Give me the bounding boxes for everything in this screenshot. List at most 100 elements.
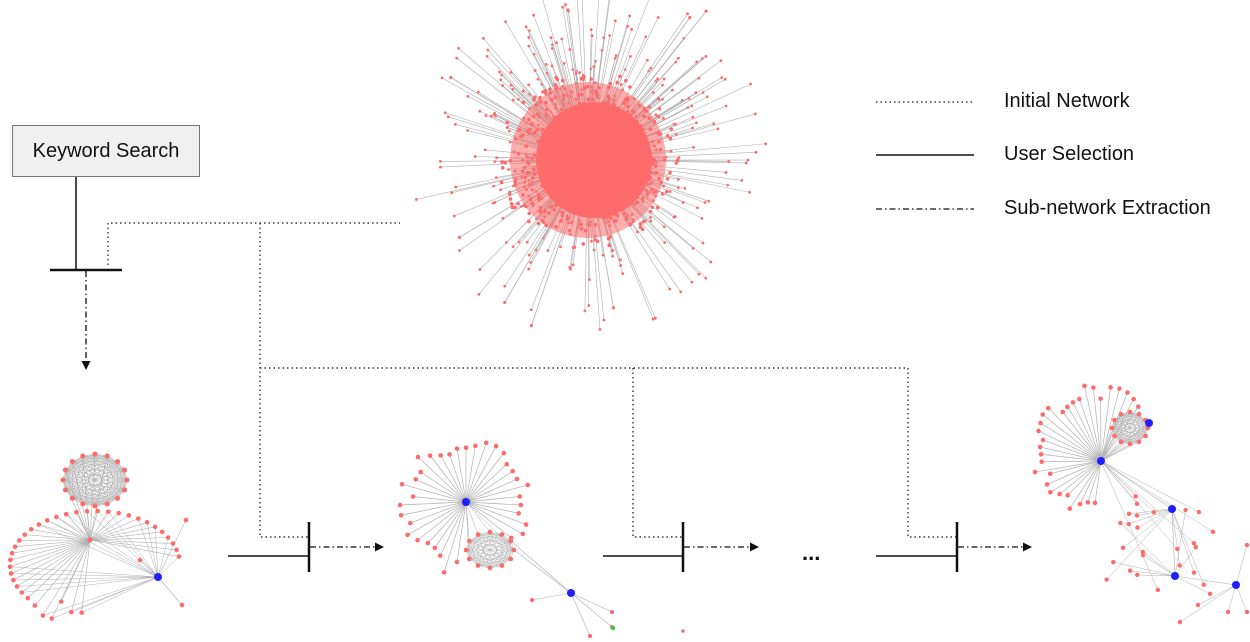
initial-network-link-top: [107, 222, 400, 265]
network-node: [523, 175, 528, 180]
network-node: [576, 93, 581, 98]
network-node: [16, 538, 22, 543]
network-edge: [82, 461, 118, 505]
network-node: [487, 565, 493, 571]
network-node: [663, 241, 667, 244]
network-node: [549, 36, 553, 40]
network-node: [649, 219, 653, 223]
network-node: [614, 54, 618, 58]
network-node: [525, 482, 531, 488]
network-node: [557, 187, 561, 192]
network-node: [559, 107, 564, 112]
network-node: [463, 547, 469, 553]
network-node: [656, 16, 660, 19]
network-node: [437, 553, 443, 558]
network-node: [653, 164, 658, 168]
network-edge: [465, 501, 523, 535]
network-node: [418, 469, 423, 475]
network-node: [636, 230, 639, 234]
network-node: [640, 196, 645, 201]
network-node: [701, 57, 704, 60]
network-node: [574, 72, 578, 75]
network-node: [455, 56, 459, 60]
network-node: [658, 147, 663, 152]
network-edge: [89, 539, 177, 551]
network-node: [626, 24, 629, 28]
network-node: [514, 476, 520, 482]
network-node: [694, 91, 698, 95]
network-node: [578, 222, 583, 227]
network-node: [674, 161, 679, 165]
network-node: [692, 145, 695, 149]
network-node: [610, 201, 615, 206]
network-node: [631, 109, 635, 113]
network-node: [716, 127, 720, 131]
network-edge: [72, 461, 125, 491]
network-node: [473, 443, 478, 449]
network-edge: [1048, 407, 1102, 462]
network-node: [476, 90, 480, 94]
network-node: [507, 129, 511, 133]
network-edge: [410, 501, 467, 524]
network-node: [631, 142, 636, 147]
network-edge: [65, 461, 73, 491]
network-edge: [570, 592, 613, 628]
network-node: [553, 203, 558, 208]
network-node: [503, 284, 507, 288]
network-node: [1191, 570, 1197, 575]
network-node: [1126, 521, 1131, 527]
legend-label-subnetwork-extraction: Sub-network Extraction: [1004, 197, 1211, 219]
network-edge: [89, 515, 129, 541]
network-edge: [1122, 508, 1173, 549]
network-edge: [66, 513, 159, 578]
network-node: [615, 120, 620, 125]
network-edge: [65, 469, 125, 491]
network-node: [639, 181, 643, 186]
network-edge: [1040, 422, 1102, 462]
network-node: [525, 129, 530, 133]
network-node: [513, 205, 517, 210]
network-node: [1135, 404, 1141, 410]
network-node: [622, 211, 627, 216]
network-edge: [469, 540, 503, 566]
network-edge: [107, 469, 125, 505]
network-node: [704, 276, 708, 280]
network-node: [608, 81, 613, 86]
network-node: [1134, 501, 1140, 506]
network-node: [527, 267, 531, 271]
network-node: [511, 547, 517, 553]
network-node: [683, 186, 687, 190]
network-node: [62, 487, 68, 493]
network-node: [450, 191, 454, 195]
network-edge: [570, 592, 613, 613]
network-node: [1127, 409, 1133, 415]
network-node: [631, 152, 636, 156]
network-edge: [443, 501, 467, 573]
network-edge: [1106, 508, 1173, 580]
subnetwork-graph-3: [1032, 383, 1250, 625]
network-node: [478, 109, 482, 113]
network-edge: [81, 576, 159, 613]
network-edge: [47, 520, 159, 578]
network-edge: [465, 501, 515, 551]
network-edge: [465, 501, 519, 514]
network-edge: [469, 540, 515, 551]
network-edge: [477, 534, 511, 560]
network-edge: [412, 496, 467, 503]
network-node: [650, 205, 655, 210]
network-edge: [489, 534, 503, 569]
network-node: [628, 113, 633, 117]
network-node: [617, 109, 621, 114]
network-node: [7, 564, 13, 569]
network-node: [662, 158, 667, 162]
network-node: [724, 104, 728, 108]
network-node: [655, 205, 660, 210]
network-node: [639, 131, 643, 135]
network-node: [632, 120, 637, 125]
network-edge: [1114, 419, 1140, 443]
network-edge: [89, 539, 180, 557]
network-node: [462, 498, 470, 506]
network-edge: [1100, 460, 1200, 513]
network-edge: [65, 489, 96, 507]
network-node: [632, 161, 637, 166]
